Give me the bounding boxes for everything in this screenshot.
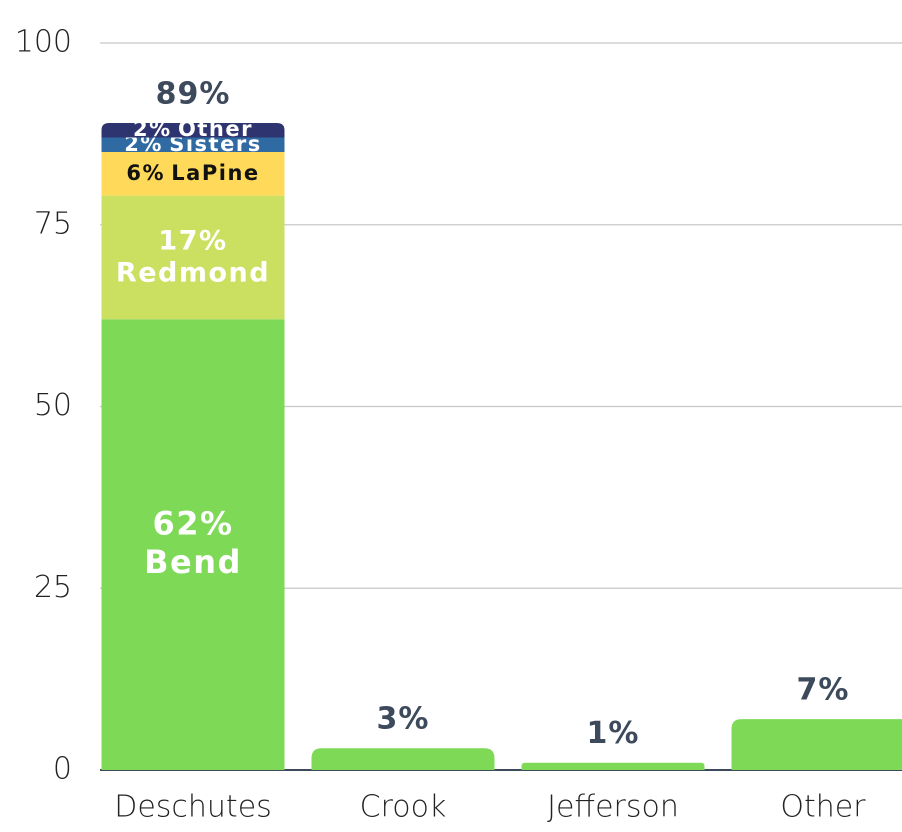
bar [311,748,495,770]
segment-value-label: 17% [158,225,227,256]
bar-segment [101,152,285,196]
bar-segment [101,195,285,320]
segment-label: 2% Other [133,117,253,141]
bar [521,762,705,770]
x-tick-label: Deschutes [114,790,272,825]
y-tick-label: 0 [53,752,72,787]
segment-value-label: 62% [152,504,233,542]
value-label: 1% [587,716,640,751]
segment-value-label: 6% [126,161,165,185]
segment-value-label: 2% [133,117,172,141]
bar-segment [101,122,285,138]
value-label: 3% [377,702,430,737]
bar-segment [101,137,285,153]
segment-label: 6% LaPine [126,161,259,185]
bar-segment [101,319,285,770]
value-label: 7% [797,673,850,708]
segment-label: 62% Bend [144,504,242,580]
y-tick-label: 25 [34,570,72,605]
y-tick-label: 75 [34,206,72,241]
y-tick-label: 100 [15,25,72,60]
y-tick-label: 50 [34,388,72,423]
segment-name: Bend [144,543,242,581]
segment-name: Redmond [116,257,270,288]
x-tick-label: Crook [360,790,447,825]
value-label: 89% [156,76,231,111]
bar [731,719,902,770]
x-tick-label: Other [780,790,866,825]
segment-name: LaPine [171,161,259,185]
x-tick-label: Jefferson [547,790,679,825]
segment-name: Other [178,117,253,141]
segment-label: 17% Redmond [116,225,270,288]
